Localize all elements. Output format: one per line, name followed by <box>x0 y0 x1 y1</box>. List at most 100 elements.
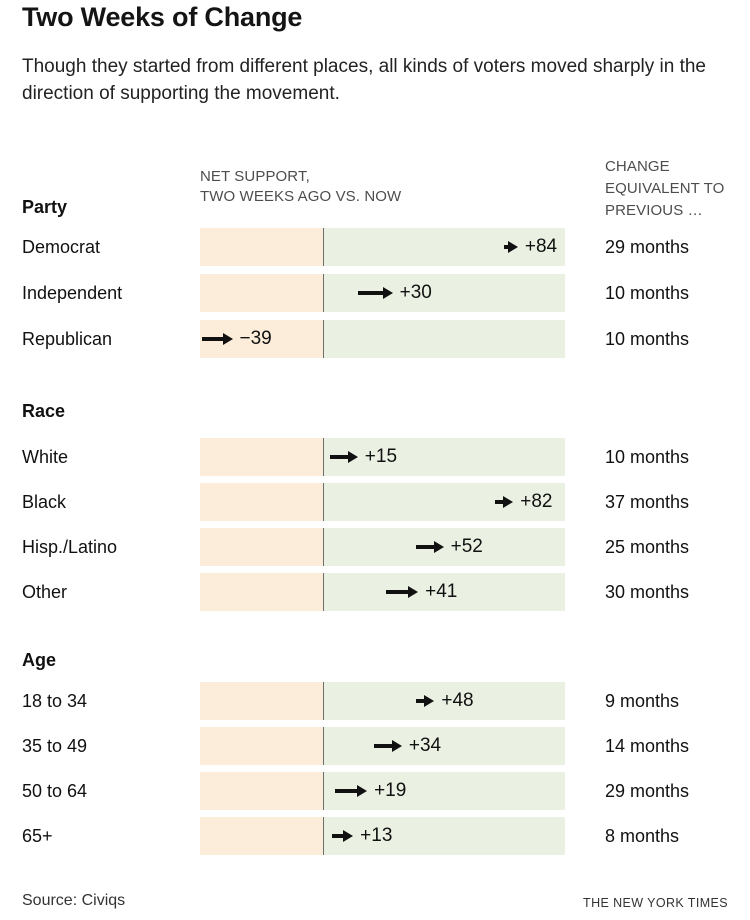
row-label: Hisp./Latino <box>22 536 118 557</box>
bar-column-header: NET SUPPORT, TWO WEEKS AGO VS. NOW <box>200 167 401 207</box>
value-label: +13 <box>360 825 393 846</box>
positive-region <box>323 682 565 720</box>
change-bar: +48 <box>200 682 565 720</box>
source-note: Source: Civiqs <box>22 892 126 909</box>
value-label: +34 <box>408 735 442 756</box>
value-label: +30 <box>399 282 432 303</box>
change-bar: +41 <box>200 573 565 611</box>
section-header: Party <box>22 197 68 217</box>
row-label: Republican <box>22 328 113 349</box>
negative-region <box>200 483 323 521</box>
arrow-head-icon <box>424 695 435 707</box>
arrow-shaft <box>415 699 427 703</box>
bar-column-header-line2: TWO WEEKS AGO VS. NOW <box>200 188 402 205</box>
arrow-head-icon <box>343 830 354 842</box>
months-equivalent: 10 months <box>605 446 690 467</box>
arrow-head-icon <box>503 496 514 508</box>
chart-subtitle: Though they started from different place… <box>22 56 706 104</box>
negative-region <box>200 772 323 810</box>
arrow-head-icon <box>347 451 358 463</box>
change-bar: +19 <box>200 772 565 810</box>
arrow-shaft <box>334 789 360 793</box>
change-bar: +84 <box>200 228 565 266</box>
value-label: +41 <box>425 581 458 602</box>
change-arrow <box>415 541 444 553</box>
negative-region <box>200 528 323 566</box>
zero-line <box>323 727 324 765</box>
zero-line <box>323 274 324 312</box>
value-label: +82 <box>520 491 553 512</box>
arrow-shaft <box>494 500 506 504</box>
months-equivalent: 29 months <box>605 780 690 801</box>
value-label: +15 <box>364 446 398 467</box>
change-arrow <box>202 333 233 345</box>
arrow-shaft <box>374 744 394 748</box>
row-label: 35 to 49 <box>22 735 88 756</box>
value-label: +19 <box>374 780 407 801</box>
row-label: 50 to 64 <box>22 780 88 801</box>
row-label: Democrat <box>22 236 101 257</box>
zero-line <box>323 772 324 810</box>
arrow-shaft <box>385 590 411 594</box>
change-arrow <box>329 451 358 463</box>
zero-line <box>323 817 324 855</box>
zero-line <box>323 228 324 266</box>
change-bar: +34 <box>200 727 565 765</box>
section-header: Age <box>22 650 57 670</box>
value-label: −39 <box>239 328 272 349</box>
zero-line <box>323 682 324 720</box>
change-arrow <box>494 496 514 508</box>
arrow-head-icon <box>382 287 393 299</box>
positive-region <box>323 573 565 611</box>
negative-region <box>200 274 323 312</box>
change-bar: +30 <box>200 274 565 312</box>
months-column-header-line1: CHANGE <box>605 158 670 175</box>
zero-line <box>323 320 324 358</box>
arrow-head-icon <box>507 241 518 253</box>
negative-region <box>200 817 323 855</box>
change-arrow <box>332 830 354 842</box>
positive-region <box>323 320 565 358</box>
arrow-head-icon <box>357 785 368 797</box>
positive-region <box>323 817 565 855</box>
arrow-head-icon <box>222 333 233 345</box>
value-label: +84 <box>524 236 558 257</box>
row-label: Black <box>22 491 67 512</box>
months-column-header-line3: PREVIOUS … <box>605 202 703 219</box>
months-equivalent: 9 months <box>605 690 680 711</box>
row-label: Other <box>22 581 68 602</box>
row-label: White <box>22 446 69 467</box>
months-equivalent: 29 months <box>605 236 690 257</box>
months-column-header-line2: EQUIVALENT TO <box>605 180 725 197</box>
row-label: Independent <box>22 282 123 303</box>
row-label: 18 to 34 <box>22 690 88 711</box>
months-equivalent: 30 months <box>605 581 690 602</box>
zero-line <box>323 573 324 611</box>
zero-line <box>323 528 324 566</box>
positive-region <box>323 483 565 521</box>
arrow-shaft <box>503 245 510 249</box>
arrow-shaft <box>332 834 346 838</box>
change-bar: +82 <box>200 483 565 521</box>
arrow-shaft <box>415 545 436 549</box>
arrow-head-icon <box>408 586 419 598</box>
change-bar: +13 <box>200 817 565 855</box>
change-arrow <box>415 695 435 707</box>
value-label: +52 <box>450 536 483 557</box>
page-title: Two Weeks of Change <box>22 2 303 32</box>
change-arrow <box>385 586 419 598</box>
zero-line <box>323 483 324 521</box>
change-arrow <box>503 241 518 253</box>
negative-region <box>200 438 323 476</box>
publisher-credit: THE NEW YORK TIMES <box>583 896 728 910</box>
arrow-shaft <box>202 337 225 341</box>
change-arrow <box>374 740 402 752</box>
arrow-head-icon <box>391 740 402 752</box>
negative-region <box>200 228 323 266</box>
change-bar: +15 <box>200 438 565 476</box>
value-label: +48 <box>441 690 474 711</box>
negative-region <box>200 682 323 720</box>
change-bar: −39 <box>200 320 565 358</box>
months-equivalent: 14 months <box>605 735 690 756</box>
